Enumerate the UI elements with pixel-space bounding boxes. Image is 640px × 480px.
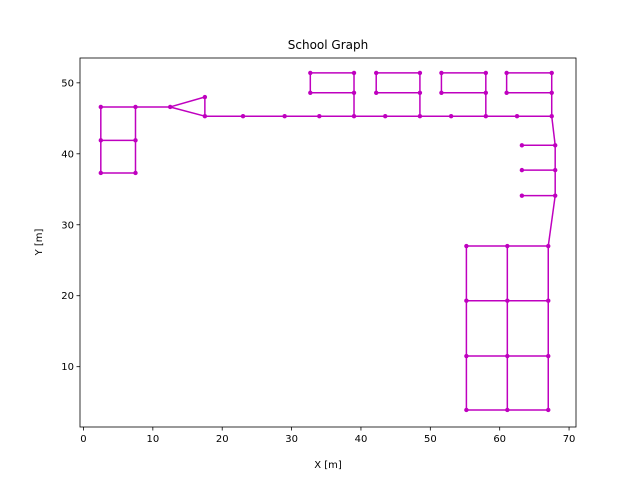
graph-node: [483, 113, 489, 119]
x-axis-label: X [m]: [314, 460, 342, 471]
graph-edge: [550, 116, 556, 146]
graph-node: [546, 298, 551, 303]
graph-node: [483, 70, 489, 76]
x-tick-label: 10: [146, 434, 159, 445]
y-tick-label: 10: [61, 362, 74, 373]
graph-node: [98, 104, 104, 110]
x-tick-label: 40: [355, 434, 368, 445]
graph-node: [546, 353, 551, 359]
graph-edges: [100, 72, 556, 411]
graph-node: [552, 167, 558, 173]
graph-node: [240, 113, 246, 119]
y-tick-label: 40: [61, 149, 74, 160]
graph-node: [549, 90, 554, 95]
graph-node: [374, 90, 379, 95]
y-tick-label: 50: [61, 78, 74, 89]
graph-edge: [547, 195, 556, 247]
x-tick-label: 20: [216, 434, 229, 445]
graph-node: [483, 90, 489, 95]
graph-node: [133, 138, 138, 143]
graph-node: [464, 298, 469, 303]
graph-node: [519, 193, 525, 198]
graph-node: [519, 143, 525, 148]
graph-node: [202, 113, 208, 119]
graph-node: [546, 243, 551, 249]
graph-node: [505, 243, 510, 249]
graph-node: [202, 94, 208, 100]
graph-node: [464, 353, 469, 359]
chart-title: School Graph: [288, 38, 368, 52]
x-tick-label: 70: [563, 434, 576, 445]
graph-node: [383, 113, 388, 119]
graph-node: [519, 167, 525, 173]
graph-node: [351, 113, 357, 119]
y-tick-label: 30: [61, 220, 74, 231]
graph-node: [98, 170, 104, 176]
graph-node: [282, 113, 287, 119]
graph-node: [505, 353, 510, 359]
graph-edge: [169, 106, 206, 117]
graph-edge: [169, 96, 206, 108]
graph-node: [308, 70, 313, 76]
graph-node: [308, 90, 313, 95]
y-axis-label: Y [m]: [34, 228, 45, 256]
y-tick-label: 20: [61, 291, 74, 302]
graph-node: [464, 243, 469, 249]
x-tick-label: 0: [80, 434, 86, 445]
graph-node: [514, 113, 520, 119]
graph-node: [351, 90, 357, 95]
graph-node: [133, 104, 138, 110]
graph-node: [351, 70, 357, 76]
graph-node: [504, 90, 509, 95]
graph-node: [464, 407, 469, 413]
graph-node: [439, 90, 444, 95]
graph-node: [417, 70, 423, 76]
graph-node: [439, 70, 444, 76]
graph-node: [417, 90, 423, 95]
graph-node: [317, 113, 322, 119]
graph-node: [98, 138, 104, 143]
graph-node: [549, 113, 554, 119]
graph-node: [505, 298, 510, 303]
x-tick-label: 60: [493, 434, 506, 445]
graph-node: [552, 193, 558, 198]
plot-frame: [79, 57, 577, 428]
graph-node: [552, 143, 558, 148]
x-tick-label: 50: [424, 434, 437, 445]
graph-node: [417, 113, 423, 119]
graph-node: [133, 170, 138, 176]
graph-node: [546, 407, 551, 413]
x-tick-label: 30: [285, 434, 298, 445]
graph-nodes: [98, 70, 558, 413]
y-axis-ticks: 10 20 30 40 50: [61, 78, 80, 373]
graph-node: [505, 407, 510, 413]
graph-node: [167, 104, 173, 110]
graph-node: [549, 70, 554, 76]
graph-node: [504, 70, 509, 76]
x-axis-ticks: 0 10 20 30 40 50 60 70: [80, 427, 575, 445]
graph-node: [448, 113, 454, 119]
graph-node: [374, 70, 379, 76]
